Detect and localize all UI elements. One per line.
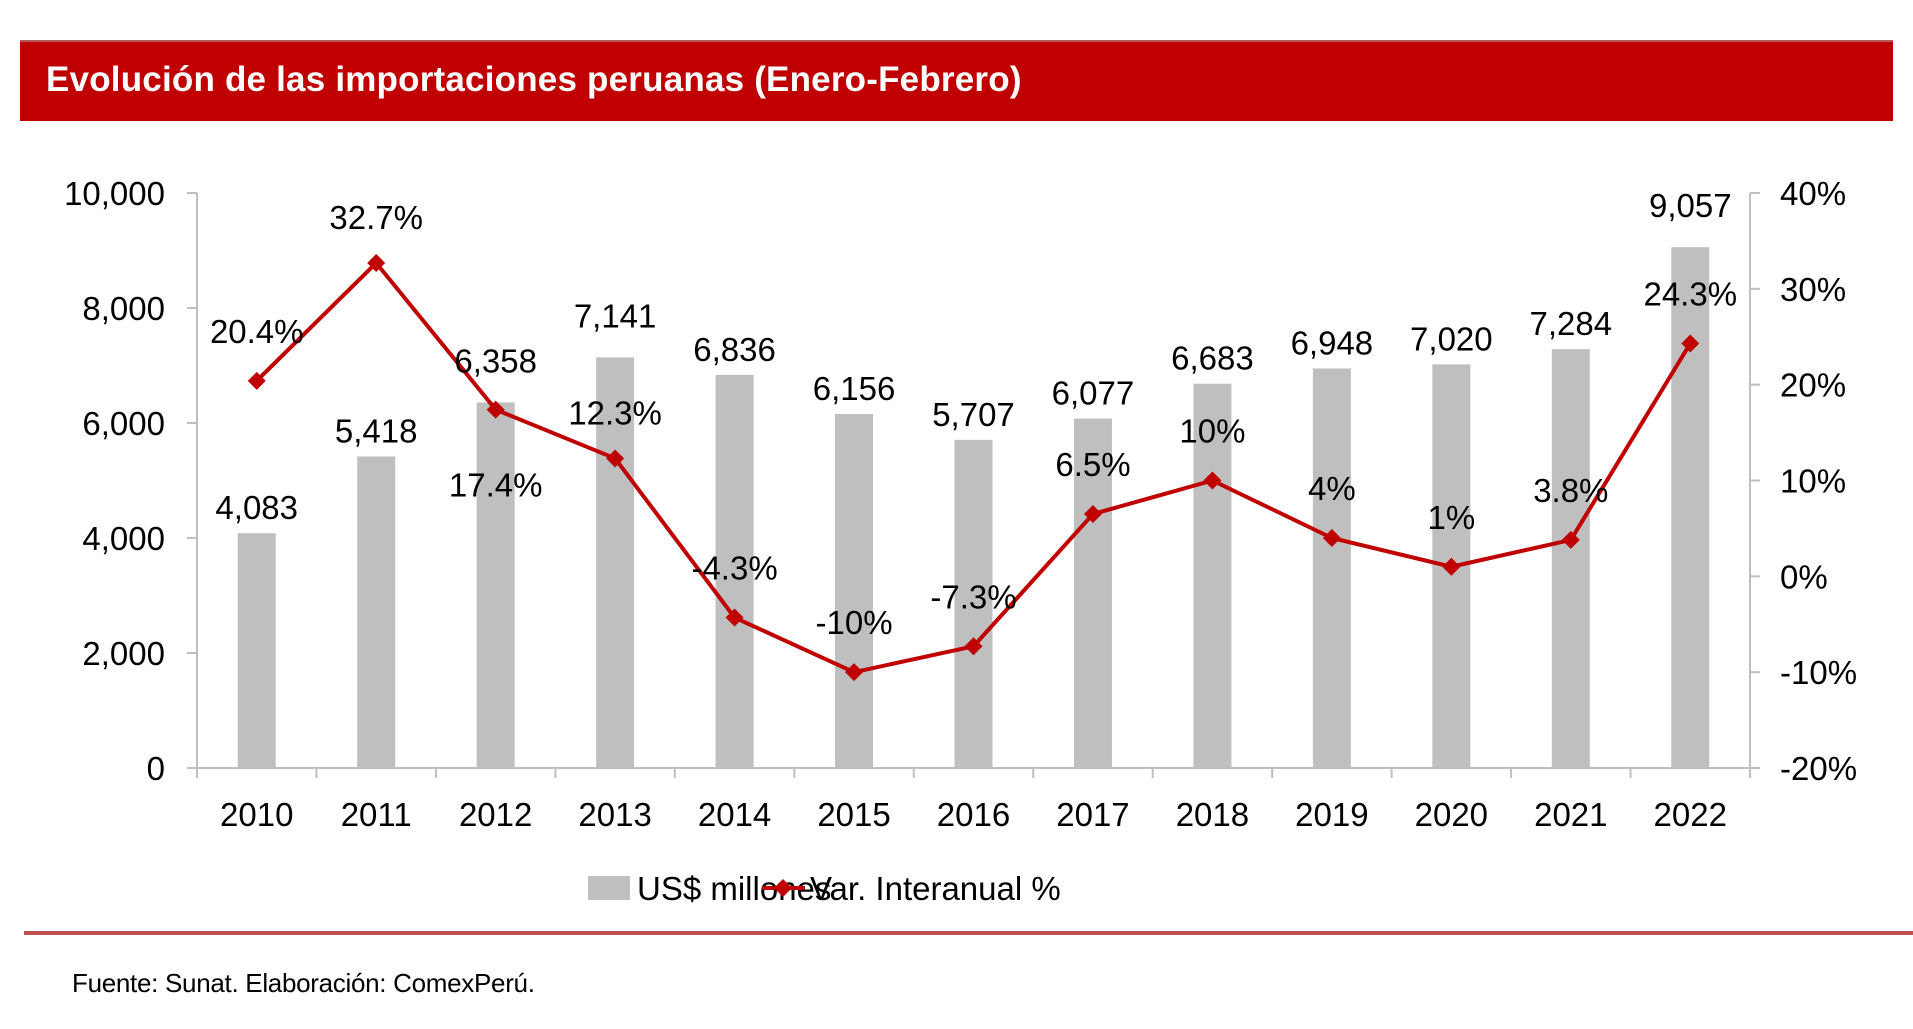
line-marker-2014 bbox=[725, 608, 744, 627]
bar-2015 bbox=[835, 414, 874, 768]
line-marker-2012 bbox=[486, 400, 505, 419]
bar-2012 bbox=[476, 402, 515, 768]
axes: 0 2,000 4,000 6,000 8,000 10,000 -20% -10% 0% 10%… bbox=[64, 175, 1857, 833]
right-axis-tick-label: -10% bbox=[1780, 654, 1857, 691]
bar-2011 bbox=[357, 456, 396, 768]
bar-data-label: 7,141 bbox=[574, 297, 657, 334]
bar-2021 bbox=[1551, 349, 1590, 768]
x-axis-tick-label: 2011 bbox=[341, 796, 412, 833]
line-data-label: 10% bbox=[1179, 413, 1245, 450]
line-marker-2016 bbox=[964, 637, 983, 656]
bar-series bbox=[237, 247, 1710, 768]
bar-data-label: 6,077 bbox=[1052, 375, 1135, 412]
line-marker-2021 bbox=[1561, 530, 1580, 549]
separator-line bbox=[24, 931, 1913, 935]
line-marker-2022 bbox=[1681, 334, 1700, 353]
bar-data-label: 6,948 bbox=[1291, 324, 1374, 361]
line-data-labels: 20.4% 32.7% 17.4% 12.3% -4.3% -10% -7.3% 6.5% 10… bbox=[210, 199, 1737, 641]
line-data-label: 4% bbox=[1308, 470, 1356, 507]
line-marker-2020 bbox=[1442, 557, 1461, 576]
left-axis-tick-label: 4,000 bbox=[82, 520, 165, 557]
line-data-label: 3.8% bbox=[1533, 472, 1608, 509]
bar-data-label: 7,020 bbox=[1410, 320, 1493, 357]
x-axis-tick-label: 2016 bbox=[937, 796, 1010, 833]
bar-data-label: 5,418 bbox=[335, 412, 418, 449]
bar-2010 bbox=[237, 533, 276, 768]
right-axis-tick-label: 0% bbox=[1780, 558, 1828, 595]
x-axis-tick-label: 2019 bbox=[1295, 796, 1368, 833]
x-axis-tick-label: 2020 bbox=[1415, 796, 1488, 833]
bar-2016 bbox=[954, 439, 993, 768]
bar-2022 bbox=[1671, 247, 1710, 768]
x-axis-tick-label: 2021 bbox=[1534, 796, 1607, 833]
bar-data-label: 6,836 bbox=[693, 331, 776, 368]
left-axis-tick-label: 8,000 bbox=[82, 290, 165, 327]
x-axis-tick-label: 2013 bbox=[578, 796, 651, 833]
right-axis-tick-label: 10% bbox=[1780, 463, 1846, 500]
left-axis-tick-label: 2,000 bbox=[82, 635, 165, 672]
line-marker-2018 bbox=[1203, 471, 1222, 490]
right-axis-tick-label: -20% bbox=[1780, 750, 1857, 787]
bar-data-label: 9,057 bbox=[1649, 187, 1732, 224]
line-data-label: 6.5% bbox=[1055, 446, 1130, 483]
bar-data-label: 7,284 bbox=[1530, 305, 1613, 342]
line-data-label: -7.3% bbox=[930, 578, 1016, 615]
line-series bbox=[247, 253, 1700, 682]
x-axis-tick-label: 2017 bbox=[1056, 796, 1129, 833]
bar-2017 bbox=[1073, 418, 1112, 768]
line-data-label: 24.3% bbox=[1643, 275, 1737, 312]
bar-2019 bbox=[1312, 368, 1351, 768]
bar-data-label: 6,358 bbox=[454, 342, 537, 379]
bar-data-labels: 4,083 5,418 6,358 7,141 6,836 6,156 5,707 6,077… bbox=[215, 187, 1731, 526]
bar-2014 bbox=[715, 374, 754, 768]
line-marker-2011 bbox=[367, 253, 386, 272]
line-marker-2013 bbox=[606, 449, 625, 468]
source-note: Fuente: Sunat. Elaboración: ComexPerú. bbox=[72, 968, 535, 998]
line-marker-2010 bbox=[247, 371, 266, 390]
bar-data-label: 4,083 bbox=[215, 489, 298, 526]
legend-swatch-bar bbox=[588, 876, 630, 900]
left-axis-tick-label: 6,000 bbox=[82, 405, 165, 442]
right-axis-tick-label: 40% bbox=[1780, 175, 1846, 212]
bar-data-label: 6,683 bbox=[1171, 340, 1254, 377]
legend-label-line: Var. Interanual % bbox=[810, 870, 1061, 907]
bar-data-label: 5,707 bbox=[932, 396, 1015, 433]
title-bar: Evolución de las importaciones peruanas … bbox=[20, 40, 1893, 121]
chart-title: Evolución de las importaciones peruanas … bbox=[46, 60, 1022, 99]
line-marker-2015 bbox=[845, 663, 864, 682]
x-axis-tick-label: 2015 bbox=[817, 796, 890, 833]
x-axis-tick-label: 2022 bbox=[1654, 796, 1727, 833]
line-data-label: 20.4% bbox=[210, 313, 304, 350]
x-axis-tick-label: 2012 bbox=[459, 796, 532, 833]
line-marker-2017 bbox=[1083, 505, 1102, 524]
bar-2018 bbox=[1193, 383, 1232, 768]
left-axis-tick-label: 0 bbox=[147, 750, 165, 787]
left-axis-tick-label: 10,000 bbox=[64, 175, 165, 212]
right-axis-tick-label: 30% bbox=[1780, 271, 1846, 308]
x-axis-tick-label: 2014 bbox=[698, 796, 771, 833]
line-data-label: 17.4% bbox=[449, 467, 543, 504]
x-axis-tick-label: 2018 bbox=[1176, 796, 1249, 833]
bar-data-label: 6,156 bbox=[813, 370, 896, 407]
line-data-label: -10% bbox=[816, 604, 893, 641]
line-data-label: 12.3% bbox=[568, 394, 662, 431]
combo-chart: 0 2,000 4,000 6,000 8,000 10,000 -20% -10% 0% 10%… bbox=[64, 175, 1857, 907]
right-axis-tick-label: 20% bbox=[1780, 367, 1846, 404]
legend-swatch-marker bbox=[774, 879, 792, 897]
line-marker-2019 bbox=[1322, 529, 1341, 547]
line-data-label: -4.3% bbox=[691, 550, 777, 587]
x-axis-tick-label: 2010 bbox=[220, 796, 293, 833]
line-data-label: 32.7% bbox=[329, 199, 423, 236]
bar-2013 bbox=[596, 357, 635, 768]
line-data-label: 1% bbox=[1427, 499, 1475, 536]
